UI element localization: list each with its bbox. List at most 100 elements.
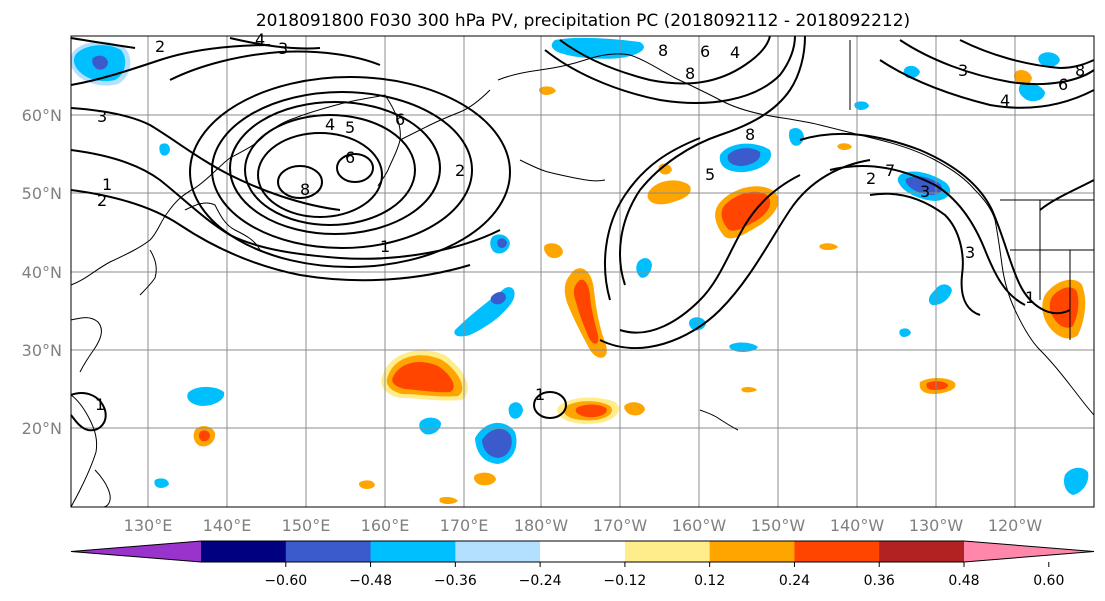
precip-patch-negative <box>1063 467 1089 495</box>
pv-contour <box>169 50 381 81</box>
contour-label: 5 <box>705 165 715 184</box>
lat-label: 20°N <box>22 419 62 438</box>
contour-label: 4 <box>325 115 335 134</box>
lon-label: 160°W <box>672 516 727 535</box>
contour-label: 6 <box>1058 75 1068 94</box>
precip-patch-negative <box>497 238 507 248</box>
precip-patch-negative <box>899 328 911 337</box>
pv-contour <box>559 35 771 85</box>
map-frame <box>70 35 1095 508</box>
contour-label: 2 <box>866 169 876 188</box>
lon-label: 160°E <box>361 516 410 535</box>
lon-label: 120°W <box>988 516 1043 535</box>
contour-label: 3 <box>958 61 968 80</box>
lon-label: 150°W <box>751 516 806 535</box>
colorbar-tick-label: 0.48 <box>948 573 979 589</box>
coastline-korea <box>139 249 157 296</box>
pv-contour <box>544 35 796 104</box>
pv-contour <box>244 114 416 226</box>
colorbar-tick-label: −0.24 <box>519 573 562 589</box>
lon-label: 170°E <box>440 516 489 535</box>
pv-contour <box>229 37 321 50</box>
precip-patch-positive <box>392 361 454 393</box>
precip-patch-positive <box>474 472 496 486</box>
coastlines <box>70 40 1095 508</box>
precip-patch-positive <box>439 497 458 505</box>
latitude-labels: 60°N 50°N 40°N 30°N 20°N <box>22 106 62 438</box>
pv-contour <box>257 132 383 218</box>
pv-contour <box>336 153 374 183</box>
precip-patch-negative <box>482 428 512 458</box>
colorbar-tick-label: 0.24 <box>779 573 810 589</box>
colorbar-tick-label: −0.12 <box>603 573 646 589</box>
precip-patch-negative <box>159 143 170 156</box>
contour-label: 2 <box>155 37 165 56</box>
coastline-alaska <box>497 53 766 116</box>
pv-contour <box>799 132 1071 315</box>
pv-contour <box>70 44 271 86</box>
lon-label: 140°W <box>830 516 885 535</box>
precip-patch-positive <box>721 191 771 231</box>
precip-patch-negative <box>1018 82 1045 102</box>
precip-patch-positive <box>624 402 645 416</box>
precip-patch-positive <box>658 163 672 175</box>
contour-label: 7 <box>885 161 895 180</box>
precip-patch-negative <box>636 258 652 278</box>
colorbar-segment <box>709 541 795 562</box>
longitude-labels: 130°E 140°E 150°E 160°E 170°E 180°W 170°W 160°W… <box>124 516 1043 535</box>
lon-label: 170°W <box>593 516 648 535</box>
pv-contour <box>70 107 341 211</box>
contour-label: 1 <box>102 175 112 194</box>
coastline-alaska-panhandle <box>764 114 996 221</box>
colorbar-tick-label: 0.36 <box>864 573 895 589</box>
precip-patch-positive <box>1049 287 1079 328</box>
lat-label: 40°N <box>22 263 62 282</box>
contour-label: 6 <box>395 110 405 129</box>
contour-label: 2 <box>97 191 107 210</box>
pv-contour <box>211 91 473 249</box>
contour-label: 2 <box>455 161 465 180</box>
colorbar-tick-label: −0.60 <box>264 573 307 589</box>
precip-patch-positive <box>647 180 691 205</box>
contour-label: 1 <box>380 237 390 256</box>
contour-label: 8 <box>1075 61 1085 80</box>
contour-label: 8 <box>658 41 668 60</box>
precip-patch-negative <box>92 55 108 70</box>
precip-patch-negative <box>154 478 169 488</box>
colorbar-segment <box>624 541 711 562</box>
precip-patch-negative <box>928 284 952 306</box>
colorbar-extend-low <box>71 541 201 562</box>
contour-label: 1 <box>1025 288 1035 307</box>
pv-contour <box>229 101 441 235</box>
lat-lon-gridlines <box>71 36 1094 507</box>
precip-patch-positive <box>575 404 607 418</box>
pv-contours <box>70 35 1095 432</box>
colorbar-segment <box>201 541 287 562</box>
coastline-kamchatka-east <box>399 89 491 141</box>
contour-label: 6 <box>700 42 710 61</box>
colorbar-tick-label: 0.60 <box>1033 573 1064 589</box>
contour-label: 8 <box>300 180 310 199</box>
precip-patch-negative <box>1038 52 1060 68</box>
lon-label: 150°E <box>282 516 331 535</box>
coastline-na-west <box>994 219 1095 416</box>
colorbar-segment <box>285 541 372 562</box>
coastline-asia-south <box>70 317 102 373</box>
contour-label: 4 <box>730 43 740 62</box>
coastline-asia <box>70 94 386 286</box>
precip-patch-negative <box>727 148 761 166</box>
contour-label: 6 <box>345 148 355 167</box>
pv-contour <box>879 59 1095 109</box>
precip-patch-positive <box>741 386 757 393</box>
colorbar-tick-label: −0.36 <box>434 573 477 589</box>
pv-contour <box>533 391 567 419</box>
pv-contour <box>189 76 511 268</box>
pv-contour <box>277 165 323 199</box>
precip-patch-positive <box>358 480 375 489</box>
pv-contour <box>1039 179 1095 211</box>
coastline-hawaii <box>699 409 739 431</box>
contour-label: 3 <box>97 107 107 126</box>
contour-label: 1 <box>535 385 545 404</box>
precip-patch-positive <box>819 243 838 251</box>
lon-label: 130°W <box>909 516 964 535</box>
